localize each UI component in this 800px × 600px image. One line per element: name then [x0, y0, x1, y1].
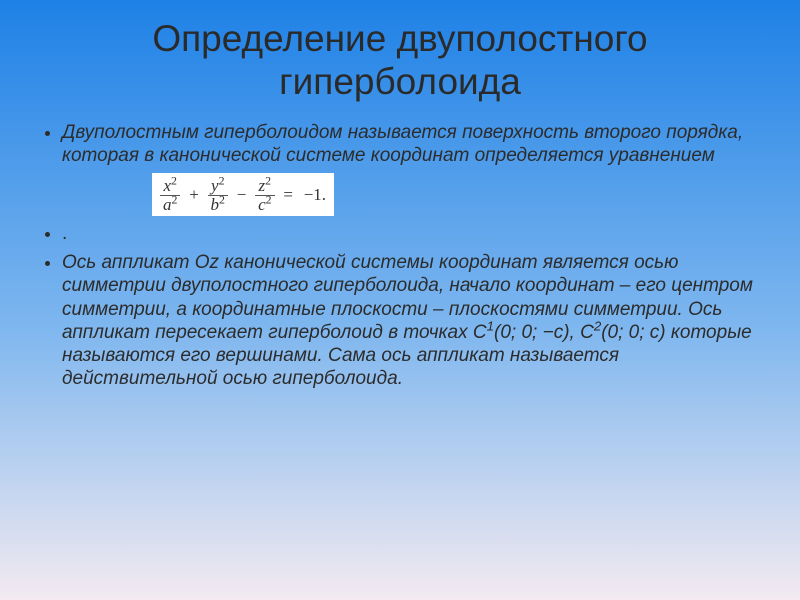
expl-c1-label: C	[473, 322, 487, 343]
op-plus: +	[185, 185, 203, 206]
bullet-formula: x2 a2 + y2 b2 − z2 c2 = −1.	[62, 173, 762, 216]
bullet-explanation: Ось аппликат Oz канонической системы коо…	[62, 251, 762, 390]
term-1: x2 a2	[160, 177, 180, 214]
expl-c2-label: C	[580, 322, 594, 343]
expl-c1-coords: (0; 0; −c)	[494, 322, 570, 343]
slide: Определение двуполостного гиперболоида Д…	[0, 0, 800, 600]
term-3-num-pow: 2	[265, 174, 271, 188]
term-1-den-pow: 2	[172, 193, 178, 207]
bullet-dot: .	[62, 222, 762, 245]
formula-row: x2 a2 + y2 b2 − z2 c2 = −1.	[62, 173, 762, 216]
rhs-dot: .	[322, 185, 326, 204]
expl-oz: Oz	[195, 252, 219, 273]
op-minus: −	[233, 185, 251, 206]
equals: =	[279, 185, 297, 206]
expl-sep: ,	[570, 322, 581, 343]
term-2-num-pow: 2	[219, 174, 225, 188]
bullet-definition: Двуполостным гиперболоидом называется по…	[62, 121, 762, 167]
slide-title: Определение двуполостного гиперболоида	[38, 18, 762, 103]
slide-body: Двуполостным гиперболоидом называется по…	[38, 121, 762, 390]
rhs: −1.	[302, 185, 326, 206]
expl-c2-coords: (0; 0; c)	[601, 322, 665, 343]
term-2-num: y	[211, 176, 219, 195]
rhs-value: −1	[304, 185, 322, 204]
expl-pre: Ось аппликат	[62, 252, 195, 273]
term-1-num-pow: 2	[171, 174, 177, 188]
term-1-num: x	[163, 176, 171, 195]
expl-c1-sup: 1	[487, 318, 494, 333]
term-3-den: c	[258, 195, 266, 214]
term-2: y2 b2	[208, 177, 228, 214]
formula-box: x2 a2 + y2 b2 − z2 c2 = −1.	[152, 173, 334, 216]
term-1-den: a	[163, 195, 172, 214]
term-3: z2 c2	[255, 177, 275, 214]
term-3-den-pow: 2	[266, 193, 272, 207]
term-2-den-pow: 2	[219, 193, 225, 207]
term-2-den: b	[211, 195, 220, 214]
